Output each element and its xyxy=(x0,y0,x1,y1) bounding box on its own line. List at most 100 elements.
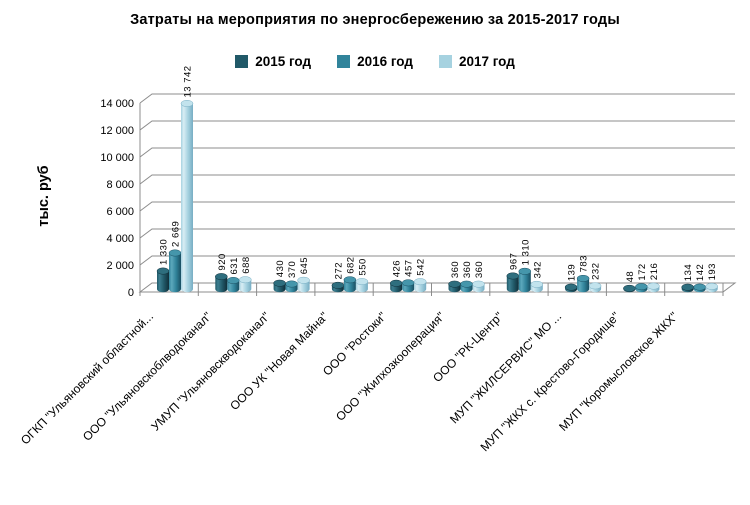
legend-swatch-2015-icon xyxy=(235,55,249,68)
chart-legend: 2015 год 2016 год 2017 год xyxy=(0,54,750,69)
cylinder-bar xyxy=(518,271,531,293)
gridline xyxy=(139,174,735,185)
cylinder-bar xyxy=(215,276,228,293)
cylinder-top xyxy=(401,279,415,287)
category-label: ООО "Жилхозкооперация" xyxy=(333,309,447,423)
bar-value-label: 457 xyxy=(404,259,415,276)
legend-swatch-2016-icon xyxy=(337,55,351,68)
legend-item-2015[interactable]: 2015 год xyxy=(235,54,311,69)
legend-swatch-2017-icon xyxy=(438,55,452,68)
bar-value-label: 2 669 xyxy=(171,221,182,247)
cylinder-top xyxy=(635,283,648,291)
bar-value-label: 550 xyxy=(357,258,368,275)
bar-value-label: 13 742 xyxy=(183,65,194,97)
cylinder-bar xyxy=(181,103,193,293)
bar-value-label: 232 xyxy=(591,263,602,280)
gridline xyxy=(139,120,735,131)
cylinder-bar xyxy=(169,252,181,293)
bar-value-label: 360 xyxy=(450,261,461,278)
cylinder-top xyxy=(705,282,718,290)
legend-label-2017: 2017 год xyxy=(458,54,515,69)
bar-value-label: 142 xyxy=(695,264,706,281)
cylinder-top xyxy=(156,267,170,275)
bar-value-label: 360 xyxy=(462,261,473,278)
bar-value-label: 645 xyxy=(299,257,310,274)
bar-value-label: 139 xyxy=(567,264,578,281)
gridline xyxy=(139,147,735,158)
cylinder-top xyxy=(389,279,403,287)
bar-value-label: 783 xyxy=(579,255,590,272)
category-label: ООО УК "Новая Майна" xyxy=(227,309,331,413)
cylinder-bar xyxy=(506,275,519,293)
cylinder-top xyxy=(168,249,182,257)
y-tick-label: 12 000 xyxy=(100,125,134,137)
bar-value-label: 216 xyxy=(649,263,660,280)
bar-value-label: 1 310 xyxy=(520,239,531,265)
cylinder-bar xyxy=(239,279,252,293)
cylinder-top xyxy=(530,280,544,288)
cylinder-top xyxy=(693,283,706,291)
y-tick-label: 6 000 xyxy=(106,206,134,218)
cylinder-top xyxy=(576,274,590,282)
cylinder-top xyxy=(273,279,286,287)
bar-value-label: 631 xyxy=(229,257,240,274)
bar-value-label: 134 xyxy=(683,264,694,281)
cylinder-bar xyxy=(157,271,169,293)
cylinder-bar xyxy=(343,279,356,293)
cylinder-top xyxy=(180,100,194,107)
cylinder-top xyxy=(331,281,345,289)
y-tick-label: 14 000 xyxy=(100,98,134,110)
cylinder-top xyxy=(681,283,694,291)
gridline xyxy=(139,93,735,104)
cylinder-top xyxy=(413,278,427,286)
y-tick-label: 0 xyxy=(128,287,134,299)
gridline xyxy=(139,228,735,239)
chart-title: Затраты на мероприятия по энергосбережен… xyxy=(130,12,620,28)
y-tick-label: 10 000 xyxy=(100,152,134,164)
bar-value-label: 342 xyxy=(532,261,543,278)
bar-value-label: 272 xyxy=(333,262,344,279)
cylinder-top xyxy=(448,280,461,288)
y-tick-label: 4 000 xyxy=(106,233,134,245)
bar-value-label: 426 xyxy=(392,260,403,277)
category-label: УМУП "Ульяновскводоканал" xyxy=(148,309,272,433)
legend-item-2016[interactable]: 2016 год xyxy=(337,54,413,69)
cylinder-top xyxy=(285,280,298,288)
cylinder-top xyxy=(460,280,473,288)
cylinder-top xyxy=(239,276,252,284)
cylinder-top xyxy=(297,276,310,284)
cylinder-top xyxy=(343,276,357,284)
bar-value-label: 682 xyxy=(345,256,356,273)
bar-value-label: 172 xyxy=(637,263,648,280)
legend-item-2017[interactable]: 2017 год xyxy=(438,54,515,69)
category-label: МУП "Коромысловское ЖКХ" xyxy=(556,309,681,434)
bar-value-label: 688 xyxy=(241,256,252,273)
cylinder-top xyxy=(506,272,520,280)
bar-value-label: 48 xyxy=(625,271,636,283)
cylinder-top xyxy=(215,273,228,281)
gridline xyxy=(139,255,735,266)
bar-value-label: 920 xyxy=(217,253,228,270)
cylinder-top xyxy=(355,278,369,286)
cylinder-top xyxy=(518,267,532,275)
cylinder-top xyxy=(588,282,602,290)
y-tick-label: 8 000 xyxy=(106,179,134,191)
bar-value-label: 360 xyxy=(474,261,485,278)
gridline xyxy=(139,201,735,212)
cylinder-top xyxy=(564,283,578,291)
cylinder-top xyxy=(647,282,660,290)
bar-value-label: 370 xyxy=(287,261,298,278)
legend-label-2016: 2016 год xyxy=(357,54,413,69)
cylinder-top xyxy=(472,280,485,288)
bar-value-label: 542 xyxy=(416,258,427,275)
y-tick-label: 2 000 xyxy=(106,260,134,272)
bar-value-label: 967 xyxy=(508,253,519,270)
cylinder-top xyxy=(623,284,636,292)
legend-label-2015: 2015 год xyxy=(255,54,312,69)
cylinder-top xyxy=(227,277,240,284)
cylinder-bar xyxy=(577,278,590,293)
bar-value-label: 193 xyxy=(707,263,718,280)
category-label: МУП "ЖИЛСЕРВИС" МО ... xyxy=(447,309,564,426)
